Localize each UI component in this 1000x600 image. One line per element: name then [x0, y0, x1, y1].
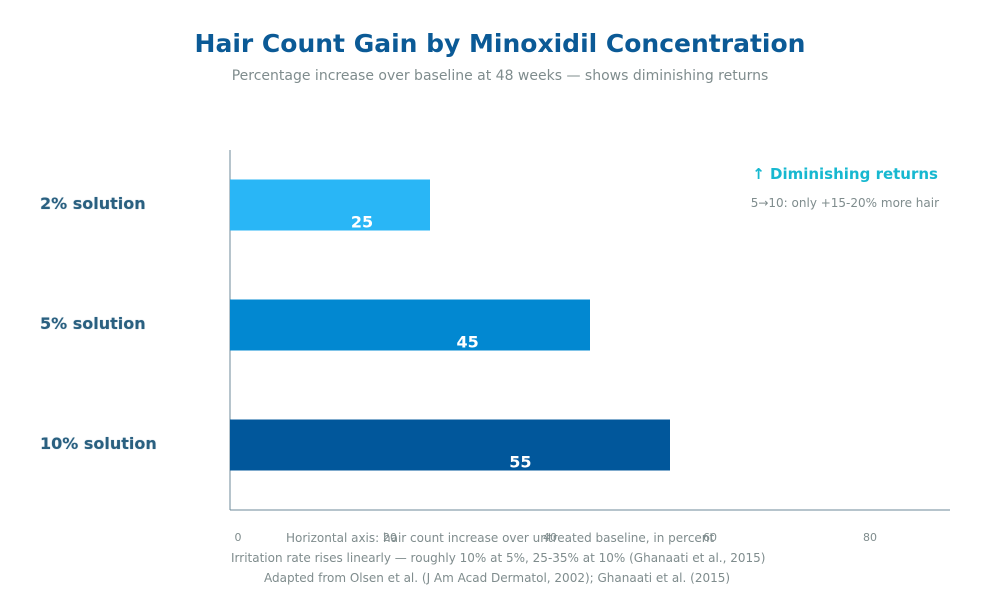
- annotation-title: ↑ Diminishing returns: [752, 165, 938, 183]
- chart-subtitle: Percentage increase over baseline at 48 …: [231, 68, 769, 84]
- annotation-body: 5→10: only +15-20% more hair: [750, 196, 939, 210]
- category-label: 10% solution: [40, 434, 157, 453]
- x-tick-label: 40: [543, 531, 557, 544]
- bar: [230, 299, 590, 351]
- x-tick-label: 60: [703, 531, 717, 544]
- bar: [230, 179, 430, 231]
- chart-title: Hair Count Gain by Minoxidil Concentrati…: [194, 29, 806, 58]
- x-tick-label: 20: [383, 531, 397, 544]
- category-label: 5% solution: [40, 314, 146, 333]
- bar-value-label: 45: [456, 333, 478, 352]
- bar-value-label: 25: [351, 213, 373, 232]
- bar: [230, 419, 670, 471]
- irritation-note: Irritation rate rises linearly — roughly…: [231, 551, 766, 565]
- bar-value-label: 55: [509, 453, 531, 472]
- category-label: 2% solution: [40, 194, 146, 213]
- x-tick-label: 0: [235, 531, 242, 544]
- axis-note: Horizontal axis: hair count increase ove…: [286, 531, 715, 545]
- x-tick-label: 80: [863, 531, 877, 544]
- source-note: Adapted from Olsen et al. (J Am Acad Der…: [264, 571, 731, 585]
